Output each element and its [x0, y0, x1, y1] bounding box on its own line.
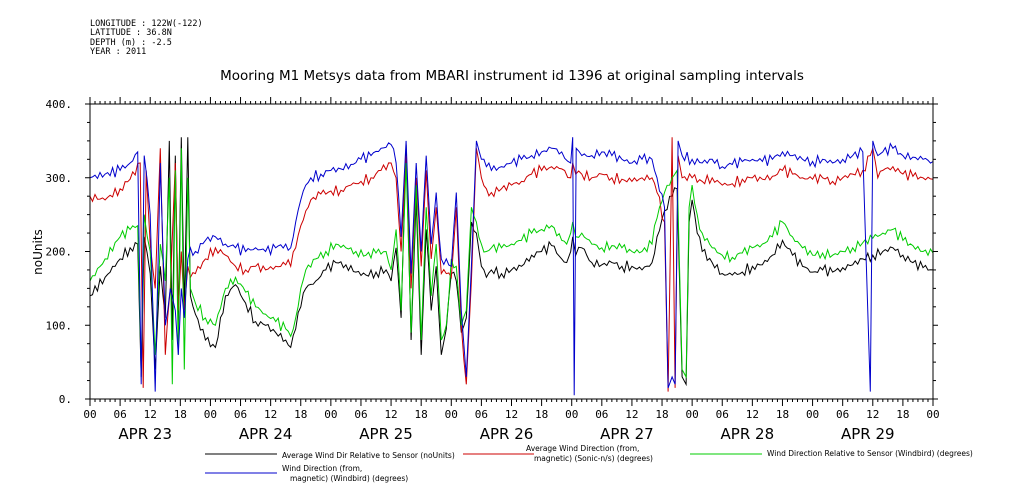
day-label: APR 27	[600, 425, 654, 443]
x-tick-label: 06	[475, 408, 488, 421]
legend-label-2: Average Wind Direction (from,	[526, 444, 639, 453]
depth-text: DEPTH (m) : -2.5	[90, 37, 172, 48]
x-tick-label: 00	[686, 408, 699, 421]
x-tick-label: 06	[716, 408, 729, 421]
axis-layer: 0. 100. 200. 300. 400. 00 06 12 18 00 06 12 18 00 06 12…	[46, 97, 940, 443]
legend-label-2: magnetic) (Sonic-n/s) (degrees)	[534, 454, 653, 463]
x-tick-label: 00	[204, 408, 217, 421]
x-tick-label: 12	[144, 408, 157, 421]
day-label: APR 24	[239, 425, 293, 443]
x-tick-label: 00	[445, 408, 458, 421]
legend-label-3: Wind Direction Relative to Sensor (Windb…	[767, 449, 973, 458]
day-label: APR 28	[721, 425, 775, 443]
x-tick-label: 06	[234, 408, 247, 421]
x-tick-label: 06	[595, 408, 608, 421]
day-label: APR 25	[359, 425, 413, 443]
series-line-3	[89, 148, 934, 385]
x-tick-label: 12	[746, 408, 759, 421]
y-tick-label: 200.	[46, 246, 73, 259]
x-tick-label: 00	[83, 408, 96, 421]
chart-title: Mooring M1 Metsys data from MBARI instru…	[220, 68, 804, 84]
y-tick-label: 300.	[46, 172, 73, 185]
x-tick-label: 12	[625, 408, 638, 421]
x-tick-label: 00	[565, 408, 578, 421]
longitude-text: LONGITUDE : 122W(-122)	[90, 19, 203, 29]
y-tick-label: 400.	[46, 98, 73, 111]
year-text: YEAR : 2011	[90, 47, 147, 58]
legend-label-4: Wind Direction (from,	[282, 464, 362, 473]
y-tick-label: 100.	[46, 319, 73, 332]
series-line-2	[89, 137, 934, 392]
x-tick-label: 18	[294, 408, 307, 421]
series-line-1	[89, 137, 934, 387]
x-tick-label: 18	[776, 408, 789, 421]
y-tick-label: 0.	[59, 393, 72, 406]
x-tick-label: 06	[354, 408, 367, 421]
legend-label-1: Average Wind Dir Relative to Sensor (noU…	[282, 451, 455, 460]
metadata-block: LONGITUDE : 122W(-122) LATITUDE : 36.8N …	[90, 19, 203, 58]
day-label: APR 29	[841, 425, 895, 443]
day-label: APR 23	[118, 425, 172, 443]
series-layer	[89, 137, 934, 396]
x-tick-label: 00	[324, 408, 337, 421]
day-label: APR 26	[480, 425, 534, 443]
legend: Average Wind Dir Relative to Sensor (noU…	[205, 444, 973, 483]
x-tick-label: 00	[806, 408, 819, 421]
x-tick-label: 06	[113, 408, 126, 421]
x-tick-label: 18	[535, 408, 548, 421]
x-tick-label: 12	[384, 408, 397, 421]
x-tick-label: 18	[174, 408, 187, 421]
legend-label-4: magnetic) (Windbird) (degrees)	[290, 474, 408, 483]
x-tick-label: 06	[836, 408, 849, 421]
x-tick-label: 18	[415, 408, 428, 421]
y-axis-label: noUnits	[31, 229, 45, 275]
x-tick-label: 12	[264, 408, 277, 421]
latitude-text: LATITUDE : 36.8N	[90, 28, 172, 39]
x-tick-label: 18	[655, 408, 668, 421]
x-tick-label: 18	[896, 408, 909, 421]
x-tick-label: 12	[505, 408, 518, 421]
x-tick-label: 00	[926, 408, 939, 421]
x-tick-label: 12	[866, 408, 879, 421]
series-line-4	[89, 137, 934, 396]
